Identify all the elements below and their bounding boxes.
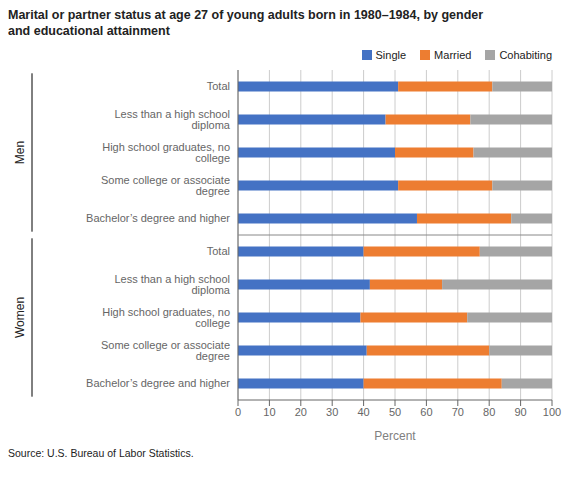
svg-text:90: 90 xyxy=(514,406,526,418)
svg-text:Less than a high schooldiploma: Less than a high schooldiploma xyxy=(114,108,230,131)
svg-text:Some college or associatedegre: Some college or associatedegree xyxy=(101,174,230,197)
svg-text:80: 80 xyxy=(483,406,495,418)
svg-text:70: 70 xyxy=(452,406,464,418)
svg-text:Some college or associatedegre: Some college or associatedegree xyxy=(101,339,230,362)
svg-text:0: 0 xyxy=(235,406,241,418)
svg-text:High school graduates, nocolle: High school graduates, nocollege xyxy=(102,141,230,164)
svg-text:Percent: Percent xyxy=(374,429,416,443)
html-text:Single: Single xyxy=(375,49,407,62)
svg-text:30: 30 xyxy=(326,406,338,418)
svg-text:60: 60 xyxy=(420,406,432,418)
svg-text:50: 50 xyxy=(389,406,401,418)
svg-text:Women: Women xyxy=(13,297,27,338)
html-text:Marital or partner status at a: Marital or partner status at age 27 of y… xyxy=(8,8,484,38)
svg-text:10: 10 xyxy=(263,406,275,418)
svg-text:High school graduates, nocolle: High school graduates, nocollege xyxy=(102,306,230,329)
svg-text:20: 20 xyxy=(295,406,307,418)
html-text:Married: Married xyxy=(434,49,472,62)
svg-text:100: 100 xyxy=(543,406,561,418)
svg-text:Total: Total xyxy=(207,246,230,258)
svg-text:Total: Total xyxy=(207,81,230,93)
html-text:Cohabiting: Cohabiting xyxy=(499,49,552,62)
svg-text:Less than a high schooldiploma: Less than a high schooldiploma xyxy=(114,273,230,296)
svg-text:Men: Men xyxy=(13,141,27,164)
svg-text:Bachelor’s degree and higher: Bachelor’s degree and higher xyxy=(86,213,230,225)
svg-text:Bachelor’s degree and higher: Bachelor’s degree and higher xyxy=(86,378,230,390)
svg-text:40: 40 xyxy=(357,406,369,418)
html-text:Source: U.S. Bureau of Labor S: Source: U.S. Bureau of Labor Statistics. xyxy=(8,447,194,460)
